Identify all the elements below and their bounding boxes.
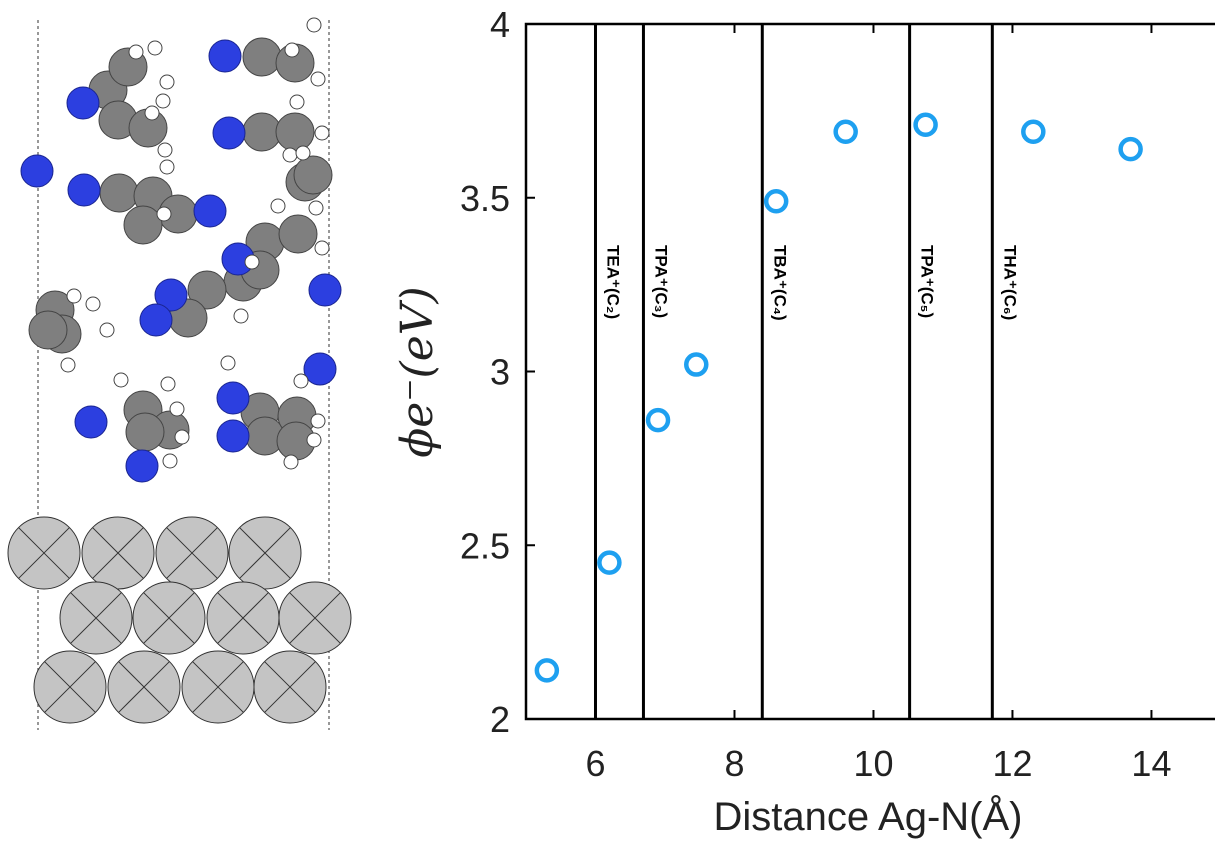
- y-tick-label: 3.5: [460, 178, 510, 219]
- h-atom: [159, 159, 175, 175]
- data-point: [684, 352, 709, 377]
- annotation: TBA⁺(C₄): [770, 245, 789, 321]
- n-atom: [193, 194, 227, 228]
- molecular-structure: [7, 17, 352, 730]
- ag-atom-cross: [70, 592, 122, 644]
- h-atom: [283, 454, 299, 470]
- n-atom: [125, 449, 159, 483]
- axis-frame: [524, 22, 1215, 721]
- h-atom: [310, 413, 326, 429]
- y-axis-label: ϕe⁻(eV): [392, 286, 443, 457]
- annotation: TPA⁺(C₅): [918, 245, 937, 318]
- h-atom: [157, 142, 173, 158]
- n-atom: [139, 303, 173, 337]
- data-point: [534, 658, 560, 683]
- h-atom: [128, 44, 144, 60]
- c-atom: [123, 205, 163, 245]
- ag-atom-cross: [217, 592, 269, 644]
- ag-atom-cross: [166, 527, 218, 579]
- h-atom: [60, 357, 76, 373]
- h-atom: [270, 198, 286, 214]
- h-atom: [169, 401, 185, 417]
- n-atom: [20, 154, 54, 188]
- c-atom: [293, 155, 333, 195]
- h-atom: [284, 42, 300, 58]
- data-point: [763, 188, 789, 214]
- x-tick-label: 14: [1131, 743, 1171, 784]
- x-tick-label: 6: [585, 743, 605, 784]
- x-tick-label: 8: [724, 743, 744, 784]
- data-point: [913, 112, 938, 138]
- c-atom: [242, 37, 282, 77]
- h-atom: [85, 296, 101, 312]
- h-atom: [156, 206, 172, 222]
- y-tick-label: 2: [490, 699, 510, 740]
- h-atom: [289, 94, 305, 110]
- h-atom: [113, 372, 129, 388]
- h-atom: [162, 453, 178, 469]
- c-atom: [242, 112, 282, 152]
- ag-atom-cross: [289, 592, 341, 644]
- y-tick-label: 3: [490, 352, 510, 393]
- n-atom: [216, 381, 250, 415]
- annotation: TEA⁺(C₂): [603, 245, 622, 319]
- n-atom: [212, 116, 246, 150]
- data-point: [1118, 136, 1143, 162]
- data-point: [1021, 119, 1046, 144]
- data-point: [833, 119, 858, 144]
- y-tick-label: 4: [490, 4, 510, 45]
- h-atom: [308, 200, 324, 216]
- h-atom: [233, 308, 249, 324]
- data-point: [645, 407, 671, 433]
- ag-atom-cross: [239, 527, 291, 579]
- h-atom: [160, 376, 176, 392]
- ag-atom-cross: [264, 661, 316, 713]
- h-atom: [174, 429, 190, 445]
- n-atom: [308, 273, 342, 307]
- h-atom: [314, 125, 330, 141]
- h-atom: [159, 74, 175, 90]
- x-tick-label: 12: [992, 743, 1032, 784]
- ag-atom-cross: [118, 661, 170, 713]
- h-atom: [282, 147, 298, 163]
- data-point: [597, 550, 622, 575]
- h-atom: [144, 105, 160, 121]
- c-atom: [187, 270, 227, 310]
- annotation: TPA⁺(C₃): [651, 245, 670, 318]
- c-atom: [275, 112, 315, 152]
- n-atom: [216, 419, 250, 453]
- h-atom: [306, 17, 322, 33]
- n-atom: [67, 173, 101, 207]
- h-atom: [293, 373, 309, 389]
- x-tick-label: 10: [853, 743, 893, 784]
- n-atom: [208, 39, 242, 73]
- n-atom: [74, 405, 108, 439]
- ag-atom-cross: [192, 661, 244, 713]
- h-atom: [220, 355, 236, 371]
- x-axis-label: Distance Ag-N(Å): [714, 794, 1023, 839]
- h-atom: [244, 254, 260, 270]
- h-atom: [314, 240, 330, 256]
- h-atom: [99, 322, 115, 338]
- ag-atom-cross: [44, 661, 96, 713]
- c-atom: [99, 173, 139, 213]
- h-atom: [147, 40, 163, 56]
- n-atom: [154, 278, 188, 312]
- c-atom: [125, 412, 165, 452]
- ag-atom-cross: [92, 527, 144, 579]
- ag-atom-cross: [143, 592, 195, 644]
- h-atom: [306, 432, 322, 448]
- c-atom: [278, 214, 318, 254]
- ag-atom-cross: [18, 527, 70, 579]
- h-atom: [310, 71, 326, 87]
- h-atom: [66, 288, 82, 304]
- n-atom: [66, 86, 100, 120]
- annotation: THA⁺(C₆): [1000, 245, 1019, 320]
- h-atom: [155, 93, 171, 109]
- y-tick-label: 2.5: [460, 525, 510, 566]
- c-atom: [28, 310, 68, 350]
- h-atom: [295, 145, 311, 161]
- n-atom: [303, 352, 337, 386]
